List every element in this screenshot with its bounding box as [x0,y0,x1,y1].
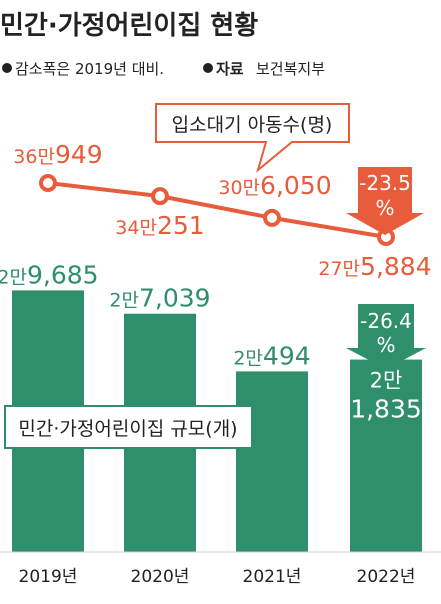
bar-value-label-2-number: 494 [263,341,311,370]
bar-series-title: 민간·가정어린이집 규모(개) [18,418,237,440]
chart-title: 민간·가정어린이집 현황 [0,11,258,41]
line-point-2 [263,208,281,227]
line-value-label-0-number: 949 [55,140,103,169]
source-bullet-icon [203,63,213,73]
x-axis-labels: 2019년 2020년 2021년 2022년 [19,567,416,587]
line-value-label-2: 30만6,050 [218,171,331,200]
line-value-label-3: 27만5,884 [318,252,431,281]
bar-value-label-2-unit: 2만 [233,347,263,369]
bar-change-badge: -26.4 % [346,304,426,369]
source-label: 자료 [216,60,244,78]
line-series-title: 입소대기 아동수(명) [172,114,333,136]
bar-change-unit: % [376,333,395,357]
line-change-badge: -23.5 % [346,167,424,235]
line-value-label-0: 36만949 [13,140,102,169]
x-tick-label-0: 2019년 [19,567,78,587]
bar-value-label-1-number: 7,039 [139,284,211,313]
line-series [47,181,387,239]
line-point-0 [39,174,57,192]
line-value-label-2-number: 6,050 [260,171,332,200]
bar-change-value: -26.4 [360,309,412,333]
bar-value-label-3-unit: 2만 [370,369,403,393]
bar-value-label-3-number: 1,835 [350,395,422,424]
note-text: 감소폭은 2019년 대비. [15,60,164,78]
x-tick-label-2: 2021년 [243,567,302,587]
source-text: 보건복지부 [256,60,325,78]
line-callout: 입소대기 아동수(명) [155,103,350,173]
line-change-value: -23.5 [359,171,411,195]
x-tick-label-1: 2020년 [131,567,190,587]
bar-value-label-2: 2만494 [233,341,310,370]
bar-callout-box [4,405,253,449]
line-change-arrow [346,167,424,235]
line-change-unit: % [375,196,394,220]
x-tick-label-3: 2022년 [357,567,416,587]
bar-value-label-0: 2만9,685 [0,260,99,289]
note-bullet-icon [2,63,12,73]
bar-value-label-0-number: 9,685 [27,260,99,289]
bar-change-arrow [346,304,426,369]
line-value-label-3-number: 5,884 [360,252,432,281]
line-value-label-2-unit: 30만 [218,177,260,199]
line-point-1 [151,187,169,206]
bar-value-label-1-unit: 2만 [109,290,139,312]
line-value-label-0-unit: 36만 [13,146,55,168]
bar-2 [236,371,308,552]
bar-value-label-1: 2만7,039 [109,284,210,313]
bar-3 [350,359,422,552]
line-value-label-1: 34만251 [115,211,204,240]
line-value-label-1-unit: 34만 [115,217,157,239]
line-callout-box [155,103,350,173]
bar-callout: 민간·가정어린이집 규모(개) [4,405,253,449]
line-value-label-3-unit: 27만 [318,258,360,280]
line-value-label-1-number: 251 [157,211,205,240]
bar-value-label-0-unit: 2만 [0,266,27,288]
